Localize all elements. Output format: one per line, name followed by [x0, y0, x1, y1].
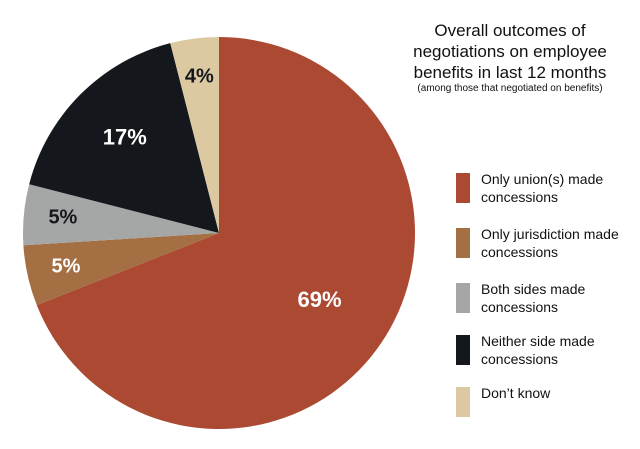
legend-swatch-only-union: [456, 173, 470, 203]
chart-subtitle: (among those that negotiated on benefits…: [417, 83, 603, 94]
pie-slice-both-sides: [22, 184, 219, 246]
slice-label-only-union: 69%: [297, 287, 341, 312]
legend-label-neither-side: Neither side made concessions: [481, 333, 595, 367]
legend-label-dont-know: Don’t know: [481, 385, 551, 401]
pie-slice-only-union: [36, 37, 416, 429]
title-line-2: negotiations on employee: [413, 42, 607, 61]
legend-item-only-jurisdiction: Only jurisdiction made concessions: [456, 225, 640, 267]
slice-label-both-sides: 5%: [48, 207, 77, 229]
title-line-1: Overall outcomes of: [434, 21, 586, 40]
chart-title: Overall outcomes of negotiations on empl…: [390, 20, 630, 95]
legend-swatch-only-jurisdiction: [456, 228, 470, 258]
slice-label-dont-know: 4%: [185, 66, 214, 88]
legend-swatch-dont-know: [456, 387, 470, 417]
legend-swatch-both-sides: [456, 283, 470, 313]
legend-swatch-neither-side: [456, 335, 470, 365]
slice-label-neither-side: 17%: [103, 125, 147, 150]
pie-slice-only-jurisdiction: [23, 233, 219, 306]
legend-item-only-union: Only union(s) made concessions: [456, 170, 640, 212]
pie-slice-dont-know: [170, 37, 219, 233]
legend-label-only-union: Only union(s) made concessions: [481, 171, 604, 205]
pie-slice-neither-side: [29, 43, 219, 233]
slice-label-only-jurisdiction: 5%: [52, 255, 81, 277]
legend-item-neither-side: Neither side made concessions: [456, 332, 640, 374]
legend-label-both-sides: Both sides made concessions: [481, 281, 586, 315]
legend-item-dont-know: Don’t know: [456, 384, 640, 426]
legend-label-only-jurisdiction: Only jurisdiction made concessions: [481, 226, 619, 260]
legend-item-both-sides: Both sides made concessions: [456, 280, 640, 322]
title-line-3: benefits in last 12 months: [413, 63, 607, 82]
